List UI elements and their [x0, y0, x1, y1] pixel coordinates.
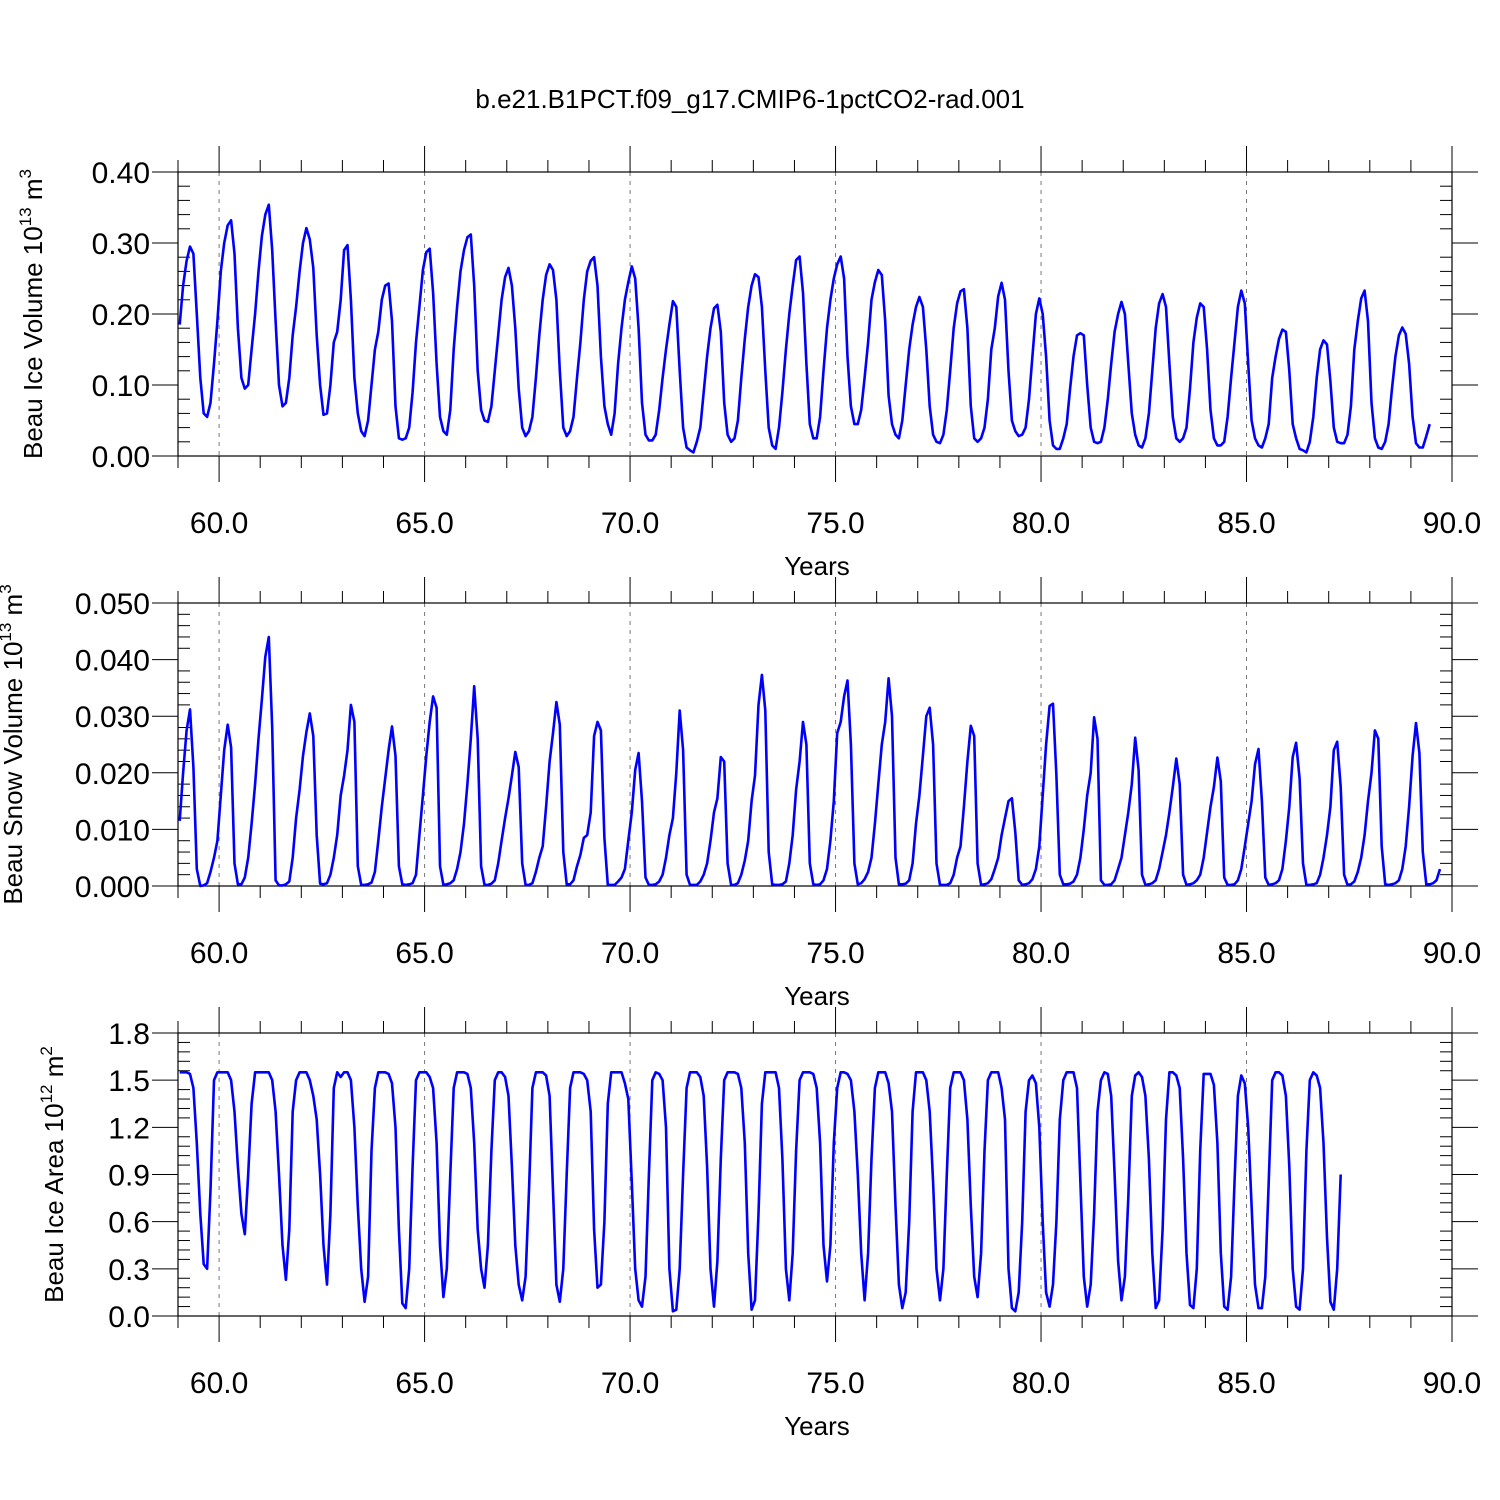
y-axis-label: Beau Ice Area 1012 m2: [37, 1046, 69, 1303]
plot-frame: [177, 1032, 1453, 1317]
x-tick-label: 80.0: [1012, 1367, 1070, 1400]
y-tick-label: 0.20: [92, 299, 150, 332]
y-tick-label: 0.30: [92, 228, 150, 261]
y-tick-label: 0.030: [75, 701, 150, 734]
x-tick-label: 65.0: [395, 1367, 453, 1400]
x-tick-label: 60.0: [190, 937, 248, 970]
x-tick-label: 80.0: [1012, 507, 1070, 540]
x-tick-label: 70.0: [601, 1367, 659, 1400]
x-tick-label: 90.0: [1423, 937, 1481, 970]
y-axis-label: Beau Ice Volume 1013 m3: [16, 169, 48, 459]
y-axis-label: Beau Snow Volume 1013 m3: [0, 584, 28, 904]
x-tick-label: 85.0: [1217, 937, 1275, 970]
y-tick-label: 0.6: [108, 1207, 150, 1240]
y-tick-label: 0.020: [75, 758, 150, 791]
x-tick-label: 90.0: [1423, 1367, 1481, 1400]
y-tick-label: 0.3: [108, 1254, 150, 1287]
x-tick-label: 70.0: [601, 507, 659, 540]
x-axis-label: Years: [784, 981, 850, 1011]
y-tick-label: 0.00: [92, 441, 150, 474]
y-tick-label: 1.8: [108, 1018, 150, 1051]
series-line: [178, 635, 1442, 888]
x-tick-label: 75.0: [806, 507, 864, 540]
y-tick-label: 0.9: [108, 1160, 150, 1193]
x-tick-label: 60.0: [190, 507, 248, 540]
plot-frame: [177, 602, 1453, 887]
x-tick-label: 75.0: [806, 1367, 864, 1400]
y-tick-label: 0.040: [75, 645, 150, 678]
x-tick-label: 90.0: [1423, 507, 1481, 540]
y-tick-label: 1.2: [108, 1112, 150, 1145]
x-tick-label: 85.0: [1217, 1367, 1275, 1400]
x-tick-label: 80.0: [1012, 937, 1070, 970]
plot-frame: [177, 171, 1453, 457]
y-tick-label: 1.5: [108, 1065, 150, 1098]
y-tick-label: 0.0: [108, 1301, 150, 1334]
x-tick-label: 70.0: [601, 937, 659, 970]
x-tick-label: 60.0: [190, 1367, 248, 1400]
y-tick-label: 0.050: [75, 588, 150, 621]
x-tick-label: 65.0: [395, 937, 453, 970]
y-tick-label: 0.40: [92, 157, 150, 190]
y-tick-label: 0.000: [75, 871, 150, 904]
y-tick-label: 0.10: [92, 370, 150, 403]
chart-panel-snow-volume: 0.000 0.010 0.020 0.030 0.040 0.050 60.0 65.0 70…: [0, 577, 1481, 1011]
series-line: [179, 1071, 1342, 1313]
figure-title: b.e21.B1PCT.f09_g17.CMIP6-1pctCO2-rad.00…: [475, 84, 1024, 114]
series-line: [178, 203, 1431, 454]
y-tick-label: 0.010: [75, 814, 150, 847]
x-tick-label: 75.0: [806, 937, 864, 970]
chart-panel-ice-volume: 0.00 0.10 0.20 0.30 0.40 60.0 65.0 70.0 75.0 80.0…: [16, 146, 1481, 581]
panels: 0.00 0.10 0.20 0.30 0.40 60.0 65.0 70.0 75.0 80.0…: [0, 146, 1481, 1441]
x-axis-label: Years: [784, 551, 850, 581]
chart-panel-ice-area: 0.0 0.3 0.6 0.9 1.2 1.5 1.8 60.0 65.0 70.0 75.0 80.…: [37, 1007, 1481, 1441]
x-tick-label: 65.0: [395, 507, 453, 540]
x-tick-label: 85.0: [1217, 507, 1275, 540]
x-axis-label: Years: [784, 1411, 850, 1441]
